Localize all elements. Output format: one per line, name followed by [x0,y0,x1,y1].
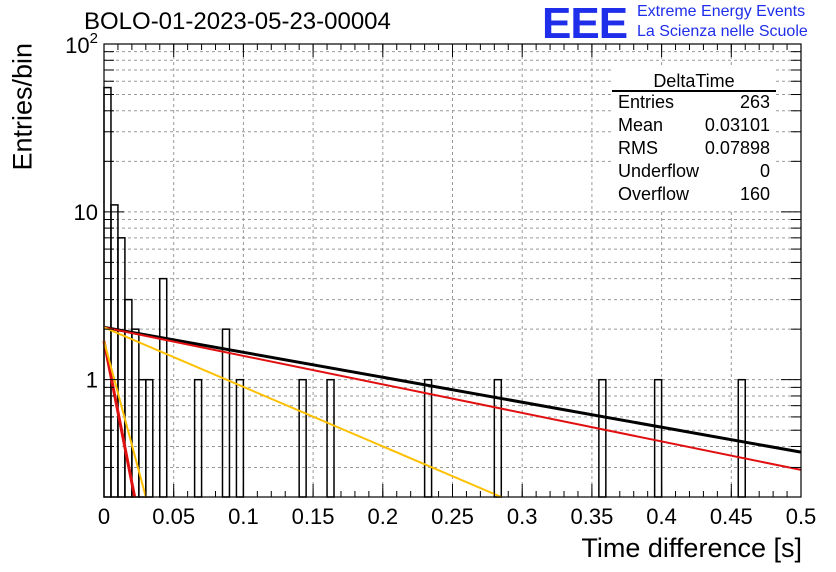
stats-row-underflow: Underflow 0 [618,161,770,182]
axis-ticks [103,43,802,498]
fit-curves [102,325,802,498]
histogram-bar [298,378,307,498]
x-tick-label: 0.35 [570,504,613,529]
histogram-bar [193,378,203,498]
fit-curve [103,326,502,498]
x-tick-label: 0.05 [152,504,195,529]
histogram-bar [235,378,245,498]
fit-curve [103,340,147,498]
x-axis-label: Time difference [s] [581,533,802,563]
stats-row-overflow: Overflow 160 [618,184,770,205]
stats-value: 0.03101 [704,115,770,135]
stats-box-title: DeltaTime [653,71,735,91]
y-axis-label: Entries/bin [7,42,38,171]
histogram-bar [221,328,231,498]
histogram-bar [653,378,663,498]
histogram-bar [737,378,746,498]
y-tick-labels: 1 10 102 [65,30,98,393]
stats-label: RMS [618,138,658,158]
fit-curve [102,340,137,498]
stats-value: 0 [759,161,770,181]
x-tick-label: 0.25 [431,504,474,529]
y-tick-label: 1 [86,368,98,393]
chart-title: BOLO-01-2023-05-23-00004 [84,8,391,35]
stats-label: Mean [618,115,664,135]
stats-row-mean: Mean 0.03101 [618,115,770,136]
histogram-bar [423,378,433,498]
stats-label: Underflow [618,161,700,181]
histogram-bar [117,237,126,498]
stats-value: 160 [739,184,770,204]
x-tick-labels: 0 0.05 0.1 0.15 0.2 0.25 0.3 0.35 0.4 0.45 0.5 [98,504,816,529]
stats-row-entries: Entries 263 [618,92,770,113]
histogram-bar [131,328,140,498]
x-tick-label: 0.1 [228,504,259,529]
histogram-bar [138,378,147,498]
stats-box: DeltaTime Entries 263 Mean 0.03101 RMS 0… [612,68,776,209]
histogram-bar [103,86,112,498]
stats-value: 0.07898 [704,138,770,158]
x-tick-label: 0.5 [786,504,817,529]
fit-curve [103,326,802,471]
stats-label: Entries [618,92,675,112]
brand-line-1: Extreme Energy Events [637,3,806,20]
eee-logo: EEE [542,0,628,48]
histogram-bar [145,378,154,498]
fit-curve [103,325,802,454]
x-tick-label: 0 [98,504,110,529]
y-tick-label: 102 [65,30,98,58]
stats-label: Overflow [618,184,690,204]
y-tick-label: 10 [74,200,98,225]
x-tick-label: 0.45 [710,504,753,529]
brand-line-2: La Scienza nelle Scuole [637,23,808,40]
grid-lines [103,44,802,498]
histogram-bar [326,378,335,498]
stats-row-rms: RMS 0.07898 [618,138,770,159]
stats-box-divider [612,90,776,92]
histogram-bar [598,378,607,498]
stats-value: 263 [739,92,770,112]
x-tick-label: 0.4 [646,504,677,529]
x-tick-label: 0.15 [292,504,335,529]
x-tick-label: 0.3 [507,504,538,529]
x-tick-label: 0.2 [368,504,399,529]
